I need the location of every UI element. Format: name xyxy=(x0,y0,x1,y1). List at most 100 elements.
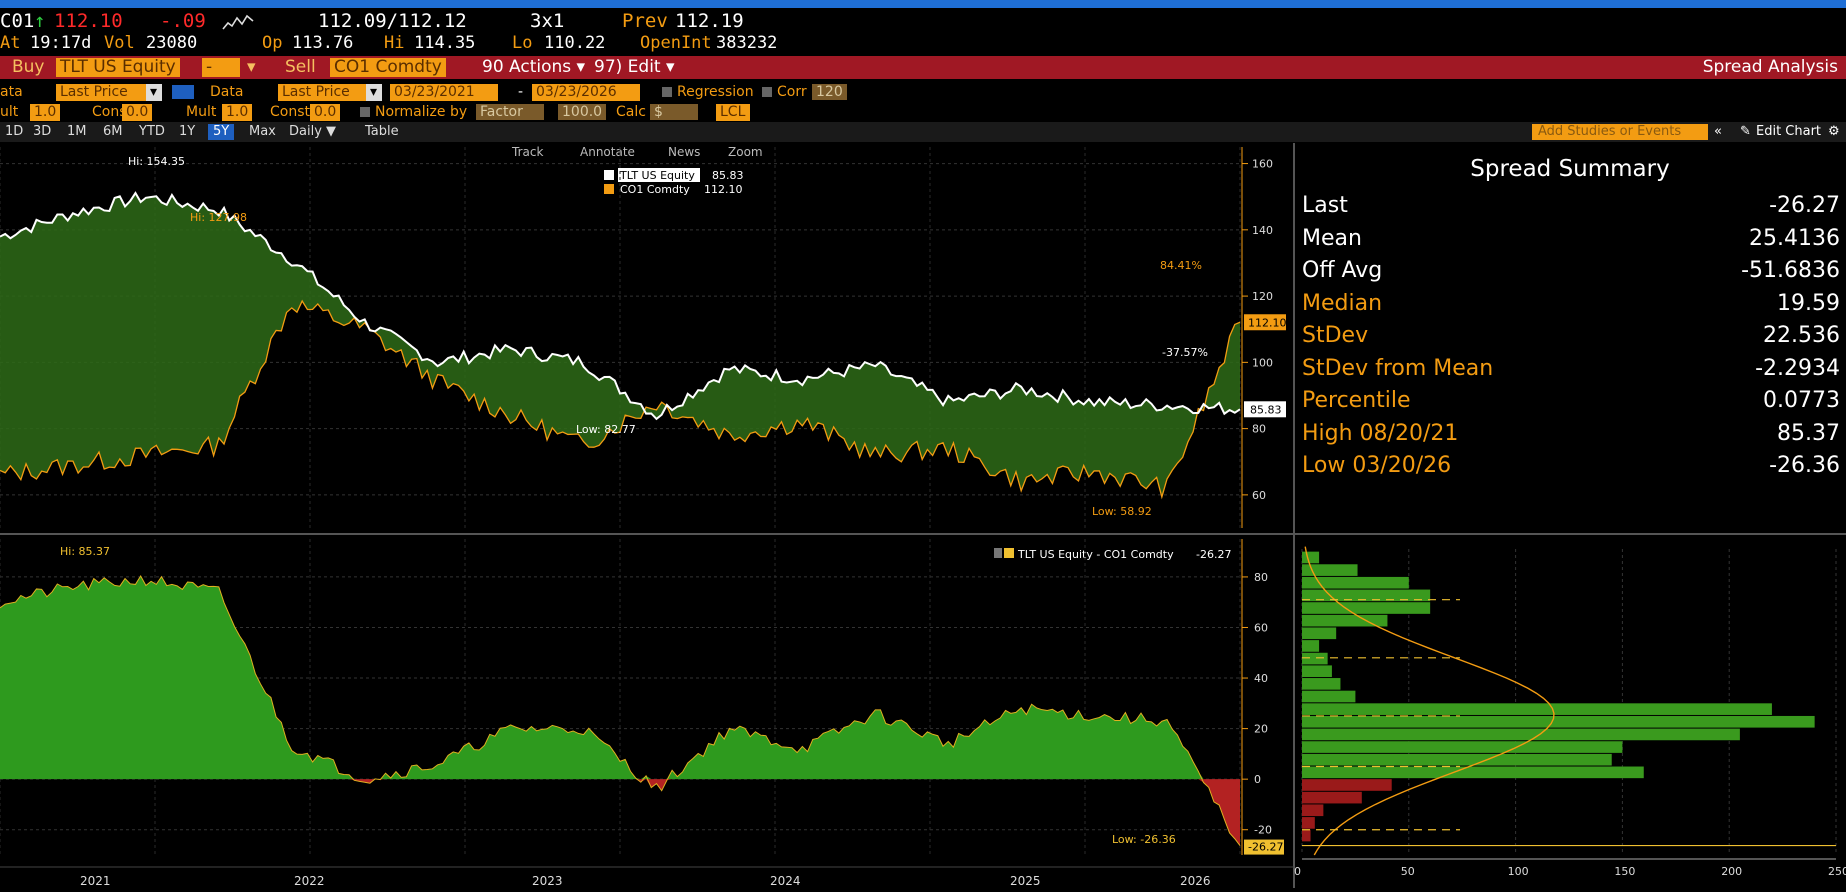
mult2-field[interactable]: 1.0 xyxy=(222,104,253,121)
data1-field[interactable]: Last Price xyxy=(56,84,148,101)
spread-positive-area xyxy=(0,575,1240,780)
vol-value: 23080 xyxy=(146,33,198,53)
news-tool[interactable]: News xyxy=(668,145,700,159)
co1-last-tag-text: 112.10 xyxy=(1248,316,1287,329)
chart-toolbar: 1D 3D 1M 6M YTD 1Y 5Y Max Daily ▼ Table … xyxy=(0,122,1846,142)
hist-x-tick-label: 50 xyxy=(1401,865,1415,878)
period-1y[interactable]: 1Y xyxy=(179,124,196,139)
period-1d[interactable]: 1D xyxy=(5,124,24,139)
tlt-legend-highlight xyxy=(618,168,700,182)
buy-extra-field[interactable]: - xyxy=(202,58,240,77)
y-tick-label: 100 xyxy=(1252,356,1273,369)
hist-x-tick-label: 200 xyxy=(1721,865,1742,878)
regression-checkbox[interactable] xyxy=(662,87,672,97)
data1-dropdown-icon[interactable]: ▾ xyxy=(146,84,162,101)
normalize-number-field[interactable]: 100.0 xyxy=(558,104,607,120)
co1-legend-name: CO1 Comdty xyxy=(620,183,690,196)
summary-row-label: StDev xyxy=(1302,323,1369,348)
low-value: 110.22 xyxy=(544,33,606,53)
swap-icon[interactable] xyxy=(172,85,194,99)
date-tick-label: 2025 xyxy=(1010,874,1041,888)
period-5y[interactable]: 5Y xyxy=(208,124,235,140)
y-tick-label: 60 xyxy=(1254,621,1268,634)
spread-chart-plot: Hi: 85.37 Low: -26.36 xyxy=(0,545,1241,846)
add-studies-input[interactable]: Add Studies or Events xyxy=(1532,124,1708,140)
start-date-field[interactable]: 03/23/2021 xyxy=(390,84,498,101)
openint-label: OpenInt xyxy=(640,33,712,53)
data2-field[interactable]: Last Price xyxy=(278,84,370,101)
pencil-icon[interactable]: ✎ xyxy=(1740,124,1751,139)
buy-security-field[interactable]: TLT US Equity xyxy=(56,58,180,77)
normalize-checkbox[interactable] xyxy=(360,107,370,117)
normalize-field[interactable]: Factor xyxy=(476,104,544,120)
co1-change-label: 84.41% xyxy=(1160,259,1202,272)
hist-bar xyxy=(1302,564,1358,576)
table-button[interactable]: Table xyxy=(365,124,399,139)
bid-ask: 112.09/112.12 xyxy=(318,10,467,32)
frequency-menu[interactable]: Daily ▼ xyxy=(289,124,337,139)
y-tick-label: 80 xyxy=(1252,423,1266,436)
hist-bar xyxy=(1302,614,1388,627)
tlt-low-label: Low: 82.77 xyxy=(576,423,636,436)
end-date-field[interactable]: 03/23/2026 xyxy=(532,84,640,101)
period-max[interactable]: Max xyxy=(249,124,276,139)
track-tool[interactable]: Track xyxy=(511,145,543,159)
ticker[interactable]: C01 xyxy=(0,10,35,32)
spread-legend-name: TLT US Equity - CO1 Comdty xyxy=(1017,548,1174,561)
corr-checkbox[interactable] xyxy=(762,87,772,97)
data1-label: ata xyxy=(0,84,23,100)
calc-field[interactable]: $ xyxy=(650,104,698,120)
y-tick-label: 160 xyxy=(1252,158,1273,171)
mult1-field[interactable]: 1.0 xyxy=(30,104,61,121)
period-3d[interactable]: 3D xyxy=(33,124,52,139)
lcl-field[interactable]: LCL xyxy=(716,104,750,121)
data2-dropdown-icon[interactable]: ▾ xyxy=(366,84,382,101)
date-axis: 2021 2022 2023 2024 2025 2026 xyxy=(0,866,1294,888)
hist-x-tick-label: 0 xyxy=(1294,865,1301,878)
dropdown-arrow-icon[interactable]: ▾ xyxy=(247,57,256,77)
const1-field[interactable]: 0.0 xyxy=(122,104,153,121)
date-tick-label: 2023 xyxy=(532,874,563,888)
normal-curve xyxy=(1304,546,1555,856)
tlt-legend-value: 85.83 xyxy=(712,169,744,182)
prev-value: 112.19 xyxy=(675,10,744,32)
period-1m[interactable]: 1M xyxy=(67,124,87,139)
edit-menu[interactable]: 97) Edit ▾ xyxy=(594,57,675,77)
spread-summary-title: Spread Summary xyxy=(1470,156,1670,182)
collapse-icon[interactable]: « xyxy=(1714,124,1722,139)
const2-field[interactable]: 0.0 xyxy=(310,104,341,121)
hist-bar xyxy=(1302,791,1362,804)
mult2-label: Mult xyxy=(186,104,217,120)
summary-row-label: Last xyxy=(1302,193,1348,218)
annotate-tool[interactable]: Annotate xyxy=(580,145,635,159)
edit-chart-button[interactable]: Edit Chart xyxy=(1756,124,1822,139)
corr-label: Corr xyxy=(777,84,807,100)
period-6m[interactable]: 6M xyxy=(103,124,123,139)
regression-label: Regression xyxy=(677,84,754,100)
zoom-tool[interactable]: Zoom xyxy=(728,145,763,159)
sell-security-field[interactable]: CO1 Comdty xyxy=(330,58,446,77)
histogram: 0 50 100 150 200 250 xyxy=(1294,546,1846,878)
gear-icon[interactable]: ⚙ xyxy=(1828,124,1840,139)
actions-menu[interactable]: 90 Actions ▾ xyxy=(482,57,586,77)
chart-area: Track Annotate News Zoom TLT US Equity 8… xyxy=(0,143,1846,888)
sparkline-icon[interactable] xyxy=(222,13,256,31)
price-chart-axis: 60 80 100 120 140 160 112.10 85.83 xyxy=(1241,147,1287,528)
tlt-last-tag-text: 85.83 xyxy=(1250,403,1282,416)
summary-row-value: -51.6836 xyxy=(1741,258,1840,283)
summary-row: High 08/20/21 85.37 xyxy=(1302,418,1840,450)
function-title: Spread Analysis xyxy=(1702,57,1838,77)
spread-chart-axis: -20 0 20 40 60 80 -26.27 xyxy=(1241,539,1284,855)
open-value: 113.76 xyxy=(292,33,354,53)
bid-ask-size: 3x1 xyxy=(530,10,565,32)
hist-bar xyxy=(1302,627,1337,640)
corr-field[interactable]: 120 xyxy=(812,84,847,100)
hist-bar xyxy=(1302,779,1392,791)
quote-details: At 19:17d Vol 23080 Op 113.76 Hi 114.35 … xyxy=(0,33,1846,55)
chart-canvas[interactable]: Track Annotate News Zoom TLT US Equity 8… xyxy=(0,143,1846,888)
hist-bar xyxy=(1302,589,1431,602)
y-tick-label: 80 xyxy=(1254,571,1268,584)
hist-bar xyxy=(1302,678,1341,690)
period-ytd[interactable]: YTD xyxy=(139,124,165,139)
high-value: 114.35 xyxy=(414,33,476,53)
